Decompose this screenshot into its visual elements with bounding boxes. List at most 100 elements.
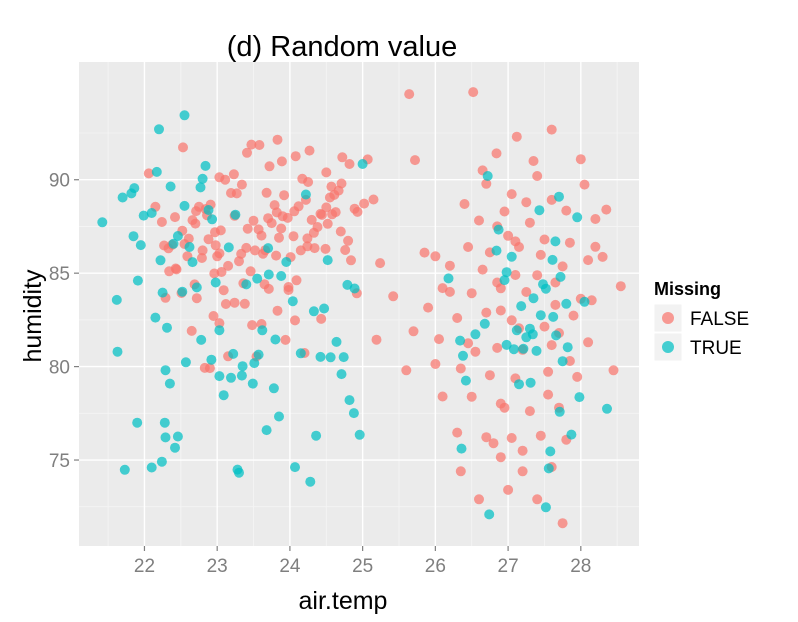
x-tick-label: 23 [207, 556, 228, 577]
data-point-false [539, 234, 550, 245]
data-point-true [550, 236, 561, 247]
data-point-false [455, 466, 466, 477]
data-point-true [268, 383, 279, 394]
data-point-false [477, 264, 488, 275]
data-point-true [218, 390, 229, 401]
data-point-false [304, 145, 315, 156]
data-point-true [344, 395, 355, 406]
data-point-false [261, 187, 272, 198]
data-point-false [401, 365, 412, 376]
data-point-false [218, 285, 229, 296]
data-point-true [325, 352, 336, 363]
data-point-false [316, 209, 327, 220]
data-point-true [524, 323, 535, 334]
data-point-true [210, 277, 221, 288]
data-point-true [168, 238, 179, 249]
data-point-false [320, 243, 331, 254]
data-point-true [470, 329, 481, 340]
data-point-true [230, 209, 241, 220]
data-point-false [290, 315, 300, 326]
data-point-false [283, 282, 294, 292]
data-point-true [112, 346, 123, 357]
data-point-false [521, 197, 532, 208]
data-point-false [346, 255, 356, 266]
x-tick-label: 22 [134, 556, 155, 577]
data-point-false [156, 217, 167, 227]
data-point-true [203, 205, 214, 215]
data-point-false [254, 140, 265, 150]
data-point-true [547, 254, 558, 265]
data-point-true [146, 208, 157, 218]
data-point-false [615, 281, 626, 292]
data-point-false [557, 518, 568, 529]
data-point-false [271, 207, 282, 218]
data-point-true [117, 192, 128, 203]
data-point-false [306, 214, 317, 225]
data-point-false [321, 167, 332, 178]
data-point-false [572, 371, 583, 382]
x-tick-label: 26 [425, 556, 446, 577]
data-point-false [236, 179, 247, 190]
data-point-true [195, 182, 206, 193]
data-point-true [516, 301, 527, 312]
data-point-false [474, 494, 484, 505]
data-point-true [499, 275, 510, 286]
data-point-true [129, 183, 140, 194]
data-point-true [156, 456, 167, 467]
legend-items: FALSE TRUE [653, 303, 749, 362]
data-point-false [410, 155, 420, 166]
data-point-true [237, 361, 248, 372]
data-point-true [281, 257, 292, 267]
data-point-true [172, 431, 183, 442]
data-point-true [319, 303, 330, 314]
data-point-true [138, 210, 149, 221]
data-point-true [287, 296, 298, 307]
data-point-false [223, 260, 234, 271]
data-point-false [503, 230, 514, 241]
data-point-false [241, 242, 252, 253]
data-point-false [466, 391, 477, 402]
data-point-false [239, 298, 250, 309]
data-point-false [506, 433, 517, 443]
data-point-true [572, 212, 583, 223]
data-point-false [371, 334, 382, 345]
data-point-true [456, 443, 467, 454]
data-point-false [546, 124, 557, 135]
data-point-false [220, 299, 231, 309]
data-point-false [335, 226, 346, 237]
x-tick-label: 24 [279, 556, 301, 577]
data-point-true [257, 325, 268, 336]
data-point-false [517, 466, 528, 477]
data-point-true [160, 432, 171, 443]
data-point-false [271, 250, 282, 261]
data-point-true [97, 217, 108, 228]
data-point-false [495, 305, 506, 316]
data-point-false [532, 171, 543, 181]
y-tick-label: 80 [49, 358, 70, 379]
data-point-true [179, 110, 190, 121]
data-point-true [263, 269, 274, 280]
data-point-true [249, 358, 260, 369]
data-point-true [518, 343, 529, 354]
data-point-true [241, 279, 252, 290]
major-grid [79, 62, 639, 546]
data-point-true [263, 243, 274, 254]
data-point-false [272, 134, 283, 145]
data-point-true [252, 273, 263, 284]
data-point-true [540, 502, 551, 513]
data-point-false [579, 179, 590, 190]
data-point-true [501, 339, 512, 350]
data-point-true [146, 462, 157, 473]
data-point-true [150, 312, 161, 323]
data-point-false [506, 315, 517, 326]
data-point-true [165, 181, 176, 192]
data-point-false [459, 199, 470, 209]
data-point-false [170, 263, 181, 274]
data-point-false [517, 445, 528, 456]
data-point-true [276, 271, 287, 281]
data-point-false [259, 279, 270, 290]
data-point-false [521, 287, 532, 297]
data-point-true [132, 275, 143, 286]
data-point-true [548, 311, 559, 322]
data-point-false [276, 156, 287, 167]
